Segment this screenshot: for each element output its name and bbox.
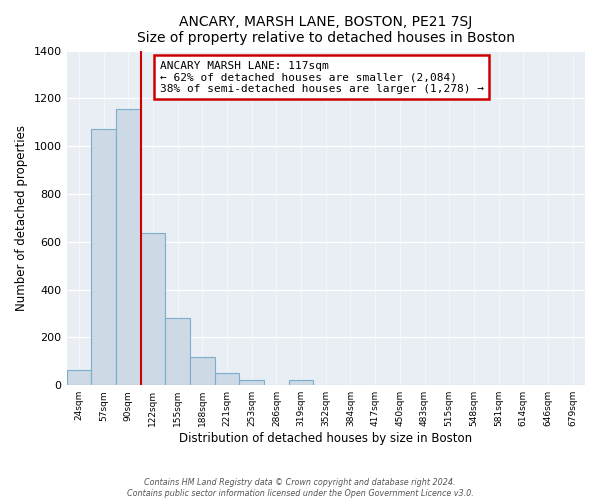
X-axis label: Distribution of detached houses by size in Boston: Distribution of detached houses by size …	[179, 432, 472, 445]
Bar	[67, 370, 91, 385]
Bar	[215, 374, 239, 385]
Bar	[91, 130, 116, 385]
Title: ANCARY, MARSH LANE, BOSTON, PE21 7SJ
Size of property relative to detached house: ANCARY, MARSH LANE, BOSTON, PE21 7SJ Siz…	[137, 15, 515, 45]
Bar	[239, 380, 264, 385]
Y-axis label: Number of detached properties: Number of detached properties	[15, 125, 28, 311]
Bar	[116, 109, 140, 385]
Bar	[190, 356, 215, 385]
Text: ANCARY MARSH LANE: 117sqm
← 62% of detached houses are smaller (2,084)
38% of se: ANCARY MARSH LANE: 117sqm ← 62% of detac…	[160, 60, 484, 94]
Bar	[165, 318, 190, 385]
Text: Contains HM Land Registry data © Crown copyright and database right 2024.
Contai: Contains HM Land Registry data © Crown c…	[127, 478, 473, 498]
Bar	[140, 234, 165, 385]
Bar	[289, 380, 313, 385]
